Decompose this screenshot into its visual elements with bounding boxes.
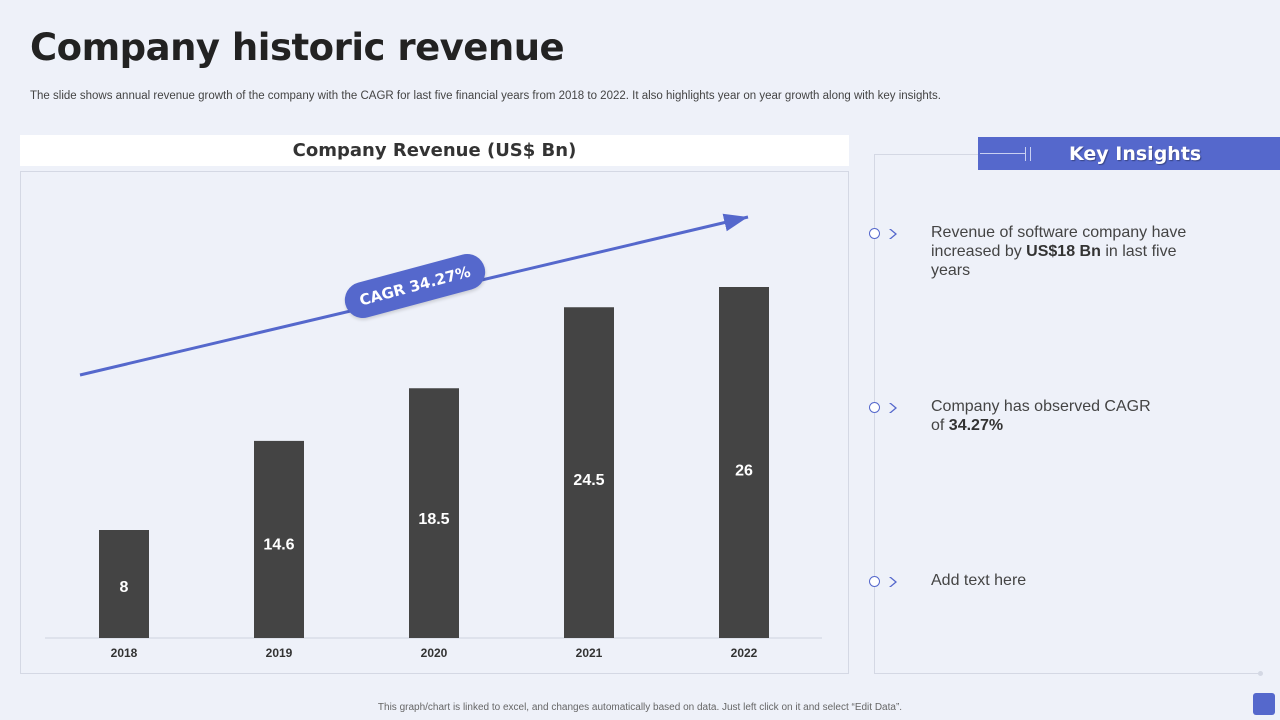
x-tick-label: 2019 [266, 646, 293, 660]
insight-text: Add text here [931, 572, 1027, 589]
page-subtitle: The slide shows annual revenue growth of… [30, 90, 941, 102]
bar-2020[interactable] [409, 388, 459, 638]
chevron-right-icon [889, 403, 897, 413]
bullet-circle-icon [869, 576, 880, 587]
bar-value-label: 8 [120, 579, 129, 596]
x-tick-label: 2021 [576, 646, 603, 660]
badge-decoration-line [980, 153, 1025, 154]
bar-2021[interactable] [564, 307, 614, 638]
insight-item[interactable]: Add text here [869, 571, 1269, 590]
chart-frame[interactable] [20, 171, 849, 674]
corner-logo-square [1253, 693, 1275, 715]
bar-value-label: 26 [735, 463, 753, 480]
chart-title: Company Revenue (US$ Bn) [20, 135, 849, 166]
footnote: This graph/chart is linked to excel, and… [377, 702, 903, 713]
page-title: Company historic revenue [30, 26, 565, 69]
insights-title: Key Insights [1069, 142, 1202, 165]
insights-header: Key Insights [978, 137, 1280, 170]
bar-value-label: 18.5 [418, 511, 449, 528]
x-tick-label: 2020 [421, 646, 448, 660]
badge-decoration-tick [1030, 146, 1031, 161]
chevron-right-icon [889, 577, 897, 587]
bullet-circle-icon [869, 402, 880, 413]
bullet-circle-icon [869, 228, 880, 239]
bars-group: 8 2018 14.6 2019 18.5 2020 24.5 2021 26 2022 [99, 287, 769, 660]
insight-text: Revenue of software company have increas… [931, 224, 1187, 279]
x-tick-label: 2022 [731, 646, 758, 660]
insight-item[interactable]: Company has observed CAGR of 34.27% [869, 397, 1269, 435]
insight-item[interactable]: Revenue of software company have increas… [869, 223, 1269, 280]
bar-2019[interactable] [254, 440, 304, 638]
bar-2018[interactable] [99, 530, 149, 638]
bar-value-label: 14.6 [263, 536, 294, 553]
x-tick-label: 2018 [111, 646, 138, 660]
frame-corner-dot [1258, 671, 1263, 676]
badge-decoration-tick [1025, 146, 1026, 161]
chevron-right-icon [889, 229, 897, 239]
bar-2022[interactable] [719, 287, 769, 638]
insight-text: Company has observed CAGR of 34.27% [931, 398, 1151, 434]
bar-value-label: 24.5 [573, 472, 604, 489]
